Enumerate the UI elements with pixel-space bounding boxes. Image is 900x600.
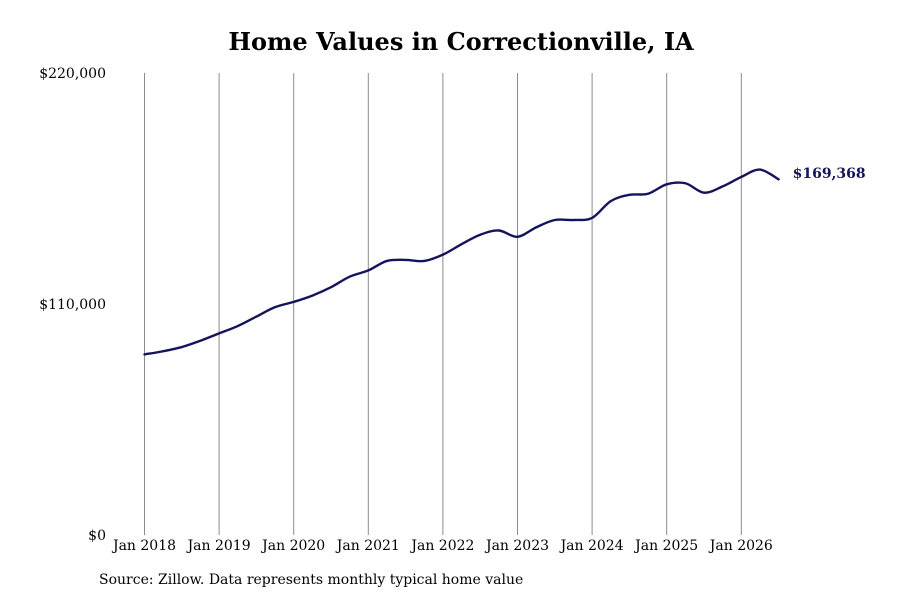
end-value-layer: $169,368 (793, 166, 866, 182)
series-layer (143, 168, 780, 356)
x-tick-label: Jan 2019 (186, 538, 251, 554)
x-tick-label: Jan 2023 (484, 538, 549, 554)
x-tick-label: Jan 2024 (559, 538, 624, 554)
x-tick-label: Jan 2025 (633, 538, 698, 554)
series-line (143, 168, 780, 356)
y-axis-ticks: $0 $110,000 $220,000 (39, 66, 106, 544)
gridlines (144, 73, 742, 535)
y-tick-label: $220,000 (39, 66, 106, 82)
x-tick-label: Jan 2026 (708, 538, 773, 554)
source-note: Source: Zillow. Data represents monthly … (99, 572, 524, 588)
end-value-label: $169,368 (793, 166, 866, 182)
x-tick-label: Jan 2022 (409, 538, 474, 554)
chart-title: Home Values in Correctionville, IA (228, 27, 694, 56)
x-tick-label: Jan 2020 (260, 538, 325, 554)
y-tick-label: $110,000 (39, 297, 106, 313)
y-tick-label: $0 (88, 528, 106, 544)
x-axis-ticks: Jan 2018 Jan 2019 Jan 2020 Jan 2021 Jan 2022… (111, 538, 773, 554)
x-tick-label: Jan 2018 (111, 538, 176, 554)
x-tick-label: Jan 2021 (335, 538, 400, 554)
